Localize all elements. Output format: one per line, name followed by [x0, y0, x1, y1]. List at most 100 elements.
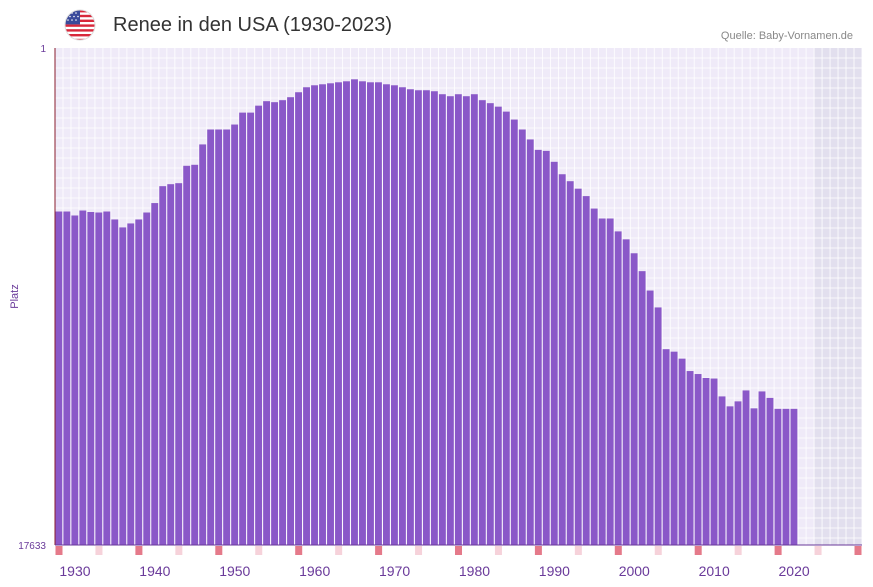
bar	[319, 84, 326, 545]
bar	[670, 351, 678, 545]
bar	[303, 87, 310, 545]
bar	[734, 401, 742, 545]
bar	[327, 83, 334, 546]
decade-marker	[734, 546, 742, 555]
decade-marker	[335, 546, 343, 555]
bar	[774, 408, 782, 545]
bar	[390, 85, 398, 546]
bar	[750, 408, 758, 545]
bar	[279, 100, 287, 545]
bar	[758, 391, 766, 545]
bar	[614, 231, 622, 545]
bar	[271, 102, 279, 545]
y-axis-bottom-label: 17633	[18, 541, 46, 552]
bar	[574, 188, 582, 545]
bar	[406, 89, 414, 545]
x-tick-label: 1970	[379, 563, 410, 579]
decade-marker	[574, 546, 582, 555]
bar	[382, 84, 390, 545]
bar	[191, 164, 199, 546]
bar	[742, 390, 750, 545]
bar	[167, 184, 175, 546]
bar	[311, 85, 318, 546]
bar	[638, 271, 646, 545]
decade-marker	[415, 546, 423, 555]
bar	[55, 211, 63, 545]
bar	[71, 215, 79, 545]
bar	[790, 408, 798, 545]
decade-marker	[694, 546, 702, 555]
decade-marker	[614, 546, 622, 555]
bar	[622, 239, 630, 545]
bar	[247, 112, 255, 546]
bar	[351, 79, 358, 545]
x-tick-label: 2000	[619, 563, 650, 579]
decade-marker	[175, 546, 183, 555]
bar	[702, 378, 710, 545]
bar	[582, 196, 590, 545]
bar	[678, 358, 686, 545]
bar	[782, 408, 790, 545]
decade-marker	[814, 546, 822, 555]
bar	[343, 81, 350, 545]
bar	[335, 82, 342, 545]
bar	[478, 100, 486, 545]
bar	[718, 396, 726, 545]
x-tick-label: 1940	[139, 563, 170, 579]
bar	[175, 183, 183, 545]
bar	[710, 378, 718, 545]
bar	[159, 186, 167, 545]
decade-marker	[295, 546, 303, 555]
bar	[223, 129, 231, 545]
bar	[87, 212, 95, 545]
bar	[446, 96, 454, 546]
x-tick-label: 1930	[59, 563, 90, 579]
decade-marker	[215, 546, 223, 555]
bar	[558, 174, 566, 545]
bar	[438, 94, 446, 545]
x-tick-label: 1990	[539, 563, 570, 579]
bar	[606, 218, 614, 545]
bar	[550, 161, 558, 546]
bar	[454, 94, 462, 545]
bar	[367, 82, 374, 545]
bar	[598, 218, 606, 545]
bar	[526, 139, 534, 545]
bar	[494, 106, 502, 546]
x-tick-label: 2020	[779, 563, 810, 579]
bar	[79, 210, 87, 546]
bar	[502, 111, 510, 545]
bar	[566, 181, 574, 546]
bar	[183, 165, 191, 545]
bar	[207, 129, 215, 545]
bar	[630, 253, 638, 546]
bar	[143, 212, 151, 545]
bar	[119, 227, 127, 546]
bar	[422, 90, 430, 546]
decade-marker	[774, 546, 782, 555]
decade-marker	[494, 546, 502, 555]
decade-marker	[95, 546, 103, 555]
x-tick-label: 2010	[699, 563, 730, 579]
bar	[462, 96, 470, 546]
bars-group	[55, 79, 798, 546]
bar	[662, 349, 670, 545]
decade-marker	[455, 546, 462, 555]
bar	[510, 119, 518, 546]
decade-marker	[534, 546, 542, 555]
bar	[654, 307, 662, 545]
bar	[199, 144, 207, 545]
x-tick-labels: 1930 1940 1950 1960 1970 1980 1990 2000 2010 2020	[59, 563, 809, 579]
x-tick-label: 1960	[299, 563, 330, 579]
bar	[430, 91, 438, 545]
bar	[726, 406, 734, 545]
bar	[542, 150, 550, 545]
bar	[239, 112, 247, 546]
bar	[127, 223, 135, 546]
bar	[359, 81, 366, 545]
decade-marker	[255, 546, 263, 555]
bar	[215, 129, 223, 545]
bar	[151, 203, 159, 545]
decade-marker	[135, 546, 143, 555]
